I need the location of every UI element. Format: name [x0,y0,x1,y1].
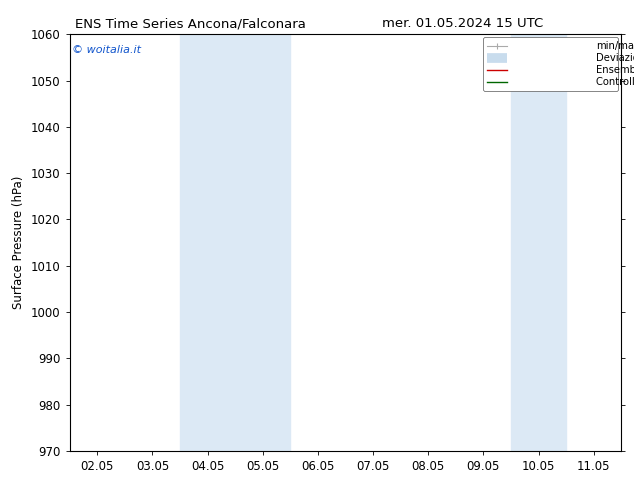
Text: ENS Time Series Ancona/Falconara: ENS Time Series Ancona/Falconara [75,17,306,30]
Text: © woitalia.it: © woitalia.it [72,45,141,55]
Legend: min/max, Deviazione standard, Ensemble mean run, Controll run: min/max, Deviazione standard, Ensemble m… [484,37,618,91]
Bar [511,34,566,451]
Y-axis label: Surface Pressure (hPa): Surface Pressure (hPa) [13,176,25,309]
Text: mer. 01.05.2024 15 UTC: mer. 01.05.2024 15 UTC [382,17,543,30]
Bar [180,34,290,451]
